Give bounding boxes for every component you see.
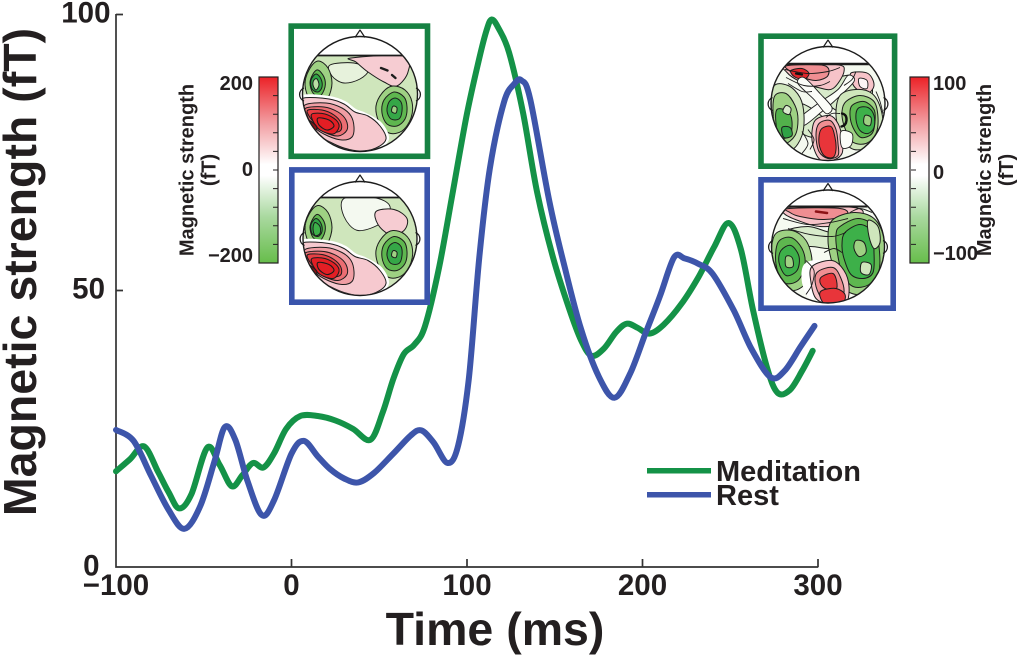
svg-text:Rest: Rest: [716, 480, 779, 512]
svg-text:100: 100: [442, 569, 491, 602]
svg-text:Time (ms): Time (ms): [386, 603, 605, 655]
svg-text:Magnetic strength (fT): Magnetic strength (fT): [0, 28, 46, 516]
svg-text:200: 200: [220, 73, 253, 95]
svg-text:100: 100: [61, 0, 110, 30]
svg-text:−100: −100: [933, 243, 978, 265]
svg-text:100: 100: [933, 73, 966, 95]
svg-text:0: 0: [283, 569, 299, 602]
svg-text:0: 0: [242, 159, 253, 181]
svg-text:200: 200: [618, 569, 667, 602]
svg-text:Meditation: Meditation: [716, 456, 861, 488]
svg-text:(fT): (fT): [996, 154, 1018, 186]
svg-text:300: 300: [793, 569, 842, 602]
svg-text:(fT): (fT): [199, 154, 221, 186]
svg-text:−100: −100: [83, 569, 149, 602]
svg-text:Magnetic strength: Magnetic strength: [974, 84, 996, 256]
svg-text:−200: −200: [208, 245, 253, 267]
svg-text:0: 0: [933, 162, 944, 184]
svg-text:0: 0: [83, 550, 99, 583]
svg-text:50: 50: [72, 273, 105, 306]
svg-text:Magnetic strength: Magnetic strength: [177, 84, 199, 256]
